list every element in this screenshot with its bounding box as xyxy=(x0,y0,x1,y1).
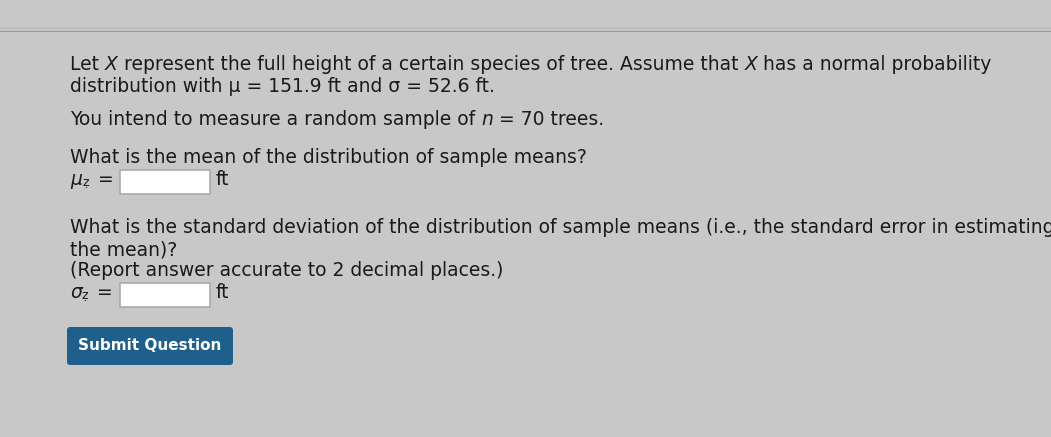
Text: (Report answer accurate to 2 decimal places.): (Report answer accurate to 2 decimal pla… xyxy=(70,261,503,280)
Bar xyxy=(120,283,210,307)
Text: =: = xyxy=(92,170,120,189)
Bar xyxy=(0,0,1051,30)
Text: =: = xyxy=(91,283,119,302)
Text: ft: ft xyxy=(217,283,229,302)
Text: σ: σ xyxy=(70,283,82,302)
Text: X: X xyxy=(744,55,758,74)
Text: ft: ft xyxy=(217,170,229,189)
FancyBboxPatch shape xyxy=(67,327,233,365)
Text: distribution with μ = 151.9 ft and σ = 52.6 ft.: distribution with μ = 151.9 ft and σ = 5… xyxy=(70,77,495,96)
Text: You intend to measure a random sample of: You intend to measure a random sample of xyxy=(70,110,481,129)
Text: represent the full height of a certain species of tree. Assume that: represent the full height of a certain s… xyxy=(118,55,744,74)
Text: μ: μ xyxy=(70,170,82,189)
Text: has a normal probability: has a normal probability xyxy=(758,55,992,74)
Text: X: X xyxy=(105,55,118,74)
Bar xyxy=(120,170,210,194)
Text: ẓ: ẓ xyxy=(81,288,87,301)
Text: What is the mean of the distribution of sample means?: What is the mean of the distribution of … xyxy=(70,148,586,167)
Text: Let: Let xyxy=(70,55,105,74)
Text: Submit Question: Submit Question xyxy=(79,339,222,354)
Text: ẓ: ẓ xyxy=(82,175,88,188)
Text: What is the standard deviation of the distribution of sample means (i.e., the st: What is the standard deviation of the di… xyxy=(70,218,1051,237)
Text: n: n xyxy=(481,110,493,129)
Text: the mean)?: the mean)? xyxy=(70,240,178,259)
Text: = 70 trees.: = 70 trees. xyxy=(493,110,604,129)
